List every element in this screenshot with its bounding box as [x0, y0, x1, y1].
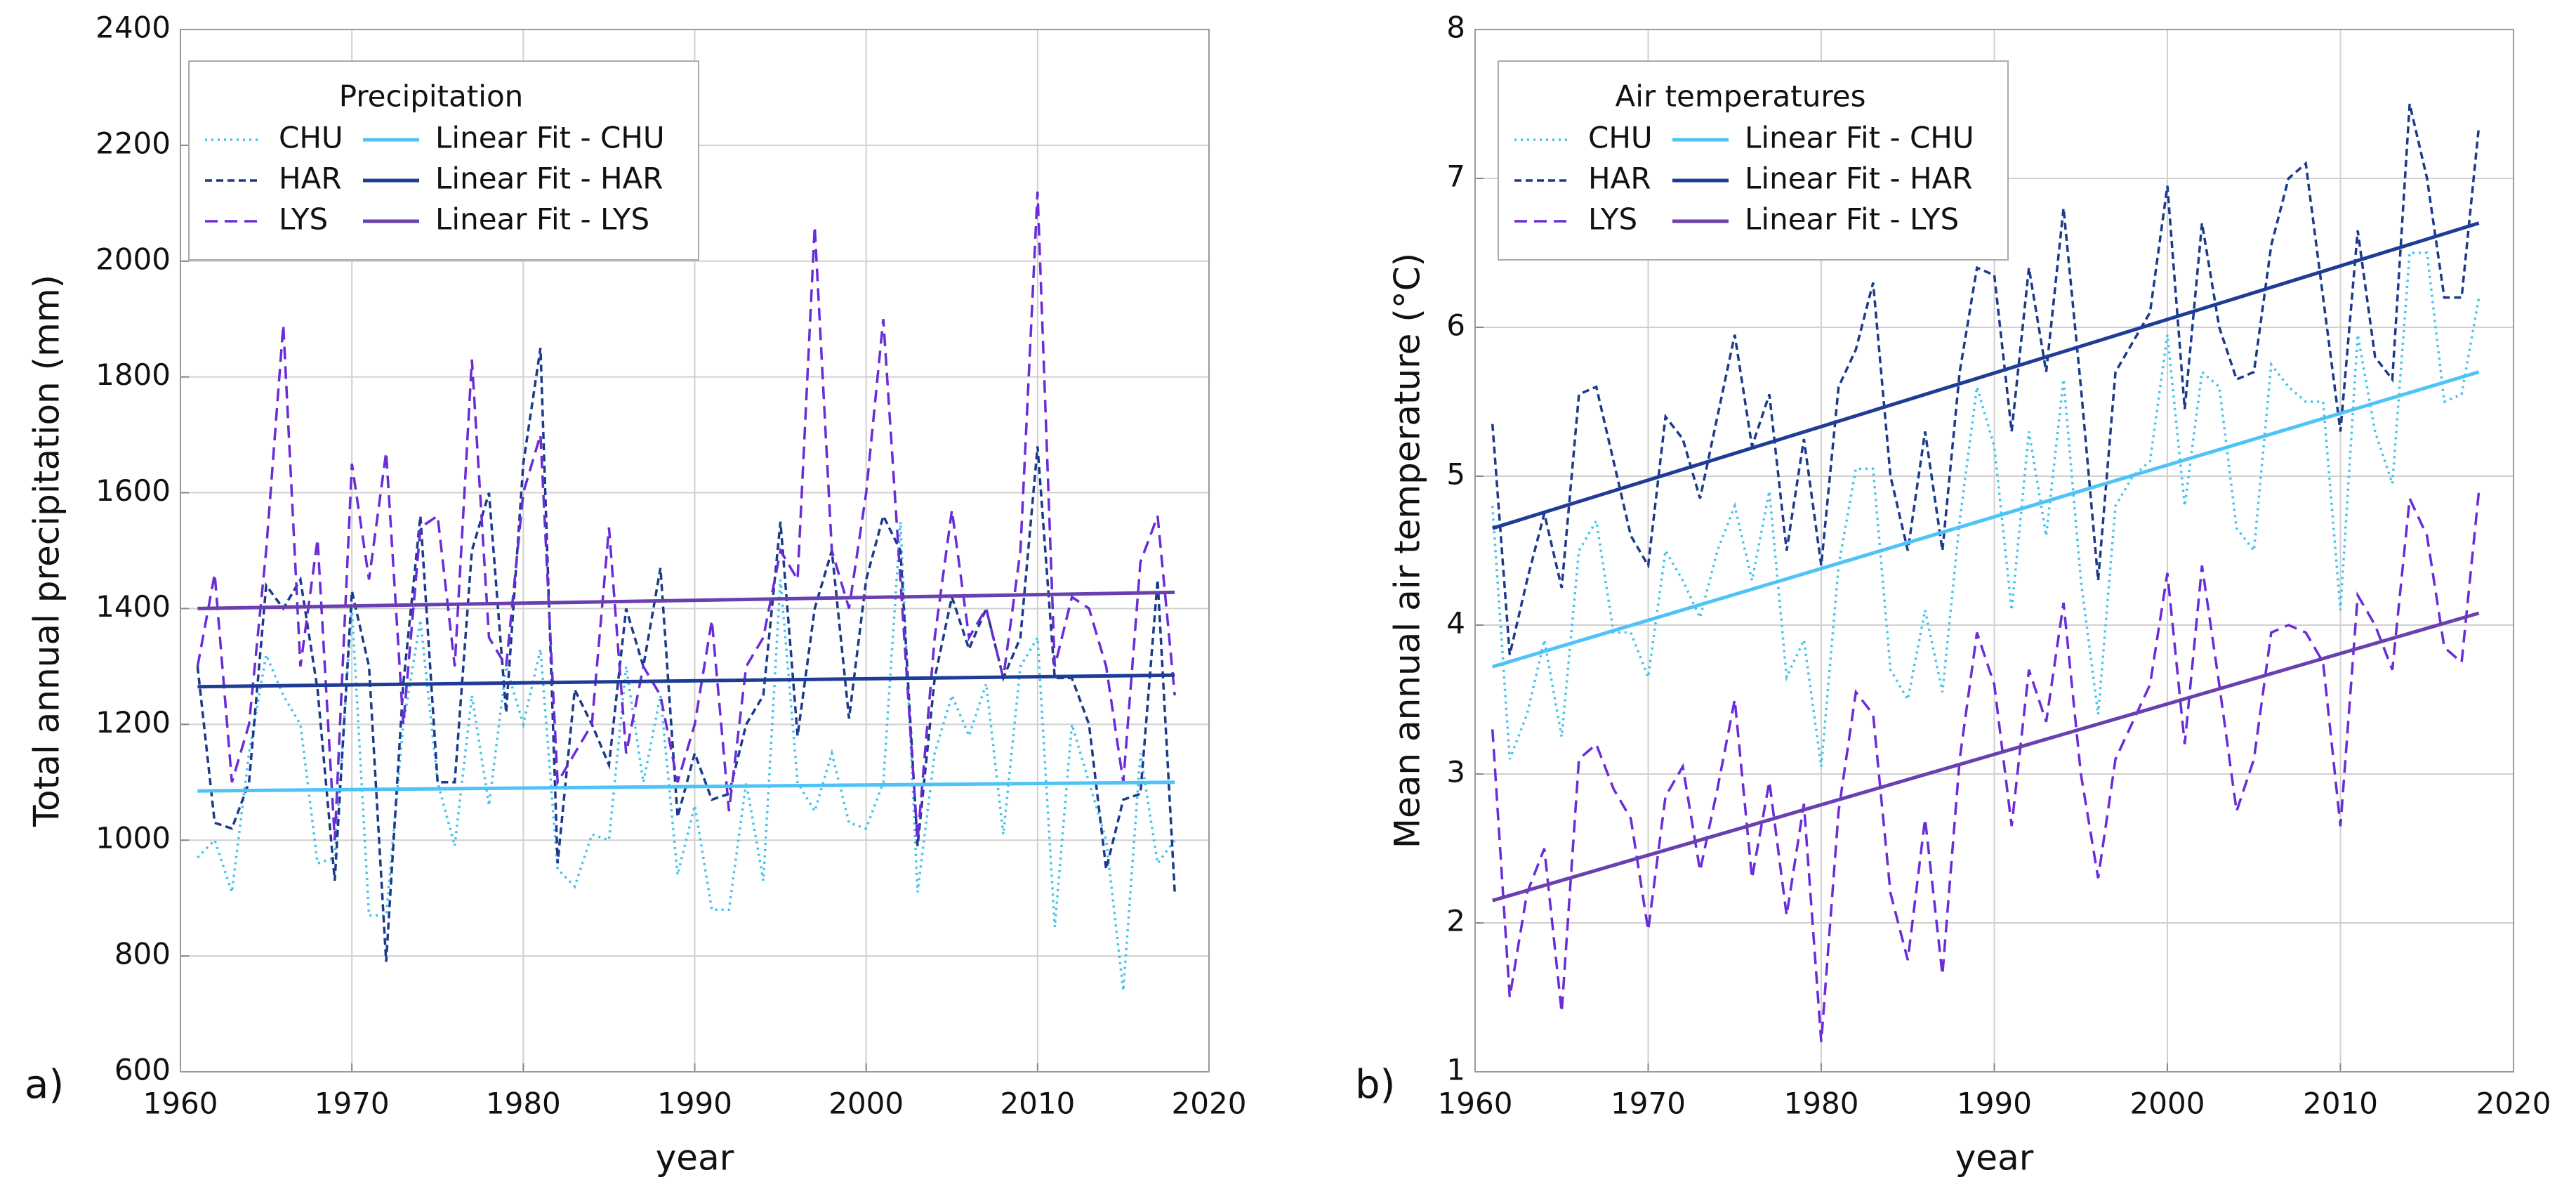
legend-label: Linear Fit - LYS	[1745, 202, 1959, 237]
x-tick-label: 2020	[1172, 1087, 1247, 1121]
panel: 600 800 1000 1200 1400 1600 1800 2000 2200 2400 19…	[25, 11, 1246, 1179]
legend-box	[188, 60, 699, 261]
series-line	[1491, 370, 2480, 669]
y-tick-label: 1200	[95, 705, 171, 740]
legend-label: LYS	[279, 202, 328, 237]
legend-label: HAR	[1588, 162, 1651, 196]
legend-label: Linear Fit - CHU	[435, 121, 665, 155]
y-tick-label: 1	[1446, 1053, 1465, 1087]
y-axis-label: Total annual precipitation (mm)	[27, 275, 67, 827]
legend-title: Air temperatures	[1616, 79, 1866, 114]
legend-label: Linear Fit - HAR	[435, 162, 663, 196]
x-axis-label: year	[1955, 1138, 2034, 1179]
series-line	[1491, 103, 2481, 655]
x-tick-label: 2000	[2130, 1087, 2205, 1121]
x-tick-label: 2020	[2476, 1087, 2551, 1121]
y-tick-label: 4	[1446, 606, 1465, 641]
panel-label: a)	[25, 1062, 64, 1108]
y-axis-label: Mean annual air temperature (°C)	[1387, 253, 1428, 848]
legend-box	[1498, 60, 2009, 261]
x-axis-label: year	[656, 1138, 734, 1179]
plot-frame	[1474, 29, 2514, 1072]
x-tick-label: 2000	[828, 1087, 904, 1121]
legend-label: Linear Fit - LYS	[435, 202, 649, 237]
series-line	[197, 590, 1175, 610]
x-tick-label: 1980	[486, 1087, 561, 1121]
legend-label: HAR	[279, 162, 342, 196]
y-tick-label: 1800	[95, 357, 171, 392]
legend-label: CHU	[279, 121, 343, 155]
series-line	[1491, 221, 2480, 530]
legend-label: CHU	[1588, 121, 1653, 155]
x-tick-label: 1970	[315, 1087, 390, 1121]
y-tick-label: 6	[1446, 308, 1465, 343]
x-tick-label: 1960	[1438, 1087, 1513, 1121]
series-line	[197, 521, 1176, 991]
legend-label: Linear Fit - HAR	[1745, 162, 1972, 196]
plot-frame	[180, 29, 1210, 1072]
x-tick-label: 1980	[1784, 1087, 1859, 1121]
y-tick-label: 1400	[95, 589, 171, 624]
series-line	[197, 780, 1175, 793]
x-tick-label: 2010	[1000, 1087, 1075, 1121]
x-tick-label: 1960	[143, 1087, 218, 1121]
y-tick-label: 8	[1446, 11, 1465, 45]
y-tick-label: 5	[1446, 457, 1465, 492]
x-tick-label: 1970	[1611, 1087, 1686, 1121]
y-tick-label: 3	[1446, 755, 1465, 789]
x-tick-label: 1990	[1957, 1087, 2032, 1121]
series-line	[196, 348, 1176, 962]
y-tick-label: 2200	[95, 126, 171, 160]
y-tick-label: 800	[114, 937, 171, 971]
series-line	[1491, 251, 2481, 767]
y-tick-label: 1000	[95, 821, 171, 855]
legend-label: LYS	[1588, 202, 1637, 237]
y-tick-label: 2	[1446, 904, 1465, 938]
series-line	[1492, 611, 2480, 903]
series-line	[196, 191, 1176, 841]
series-line	[1491, 491, 2481, 1042]
y-tick-label: 600	[114, 1053, 171, 1087]
panel-label: b)	[1355, 1062, 1395, 1108]
y-tick-label: 7	[1446, 159, 1465, 194]
y-tick-label: 2400	[95, 11, 171, 45]
legend-label: Linear Fit - CHU	[1745, 121, 1974, 155]
series-line	[197, 673, 1175, 689]
y-tick-label: 2000	[95, 242, 171, 276]
x-tick-label: 1990	[657, 1087, 732, 1121]
legend-title: Precipitation	[339, 79, 524, 114]
x-tick-label: 2010	[2303, 1087, 2378, 1121]
y-tick-label: 1600	[95, 473, 171, 508]
panel: 1 2 3 4 5 6 7 8 1960 1970 1980 1990 2000 2010 2020 year…	[1355, 11, 2551, 1179]
